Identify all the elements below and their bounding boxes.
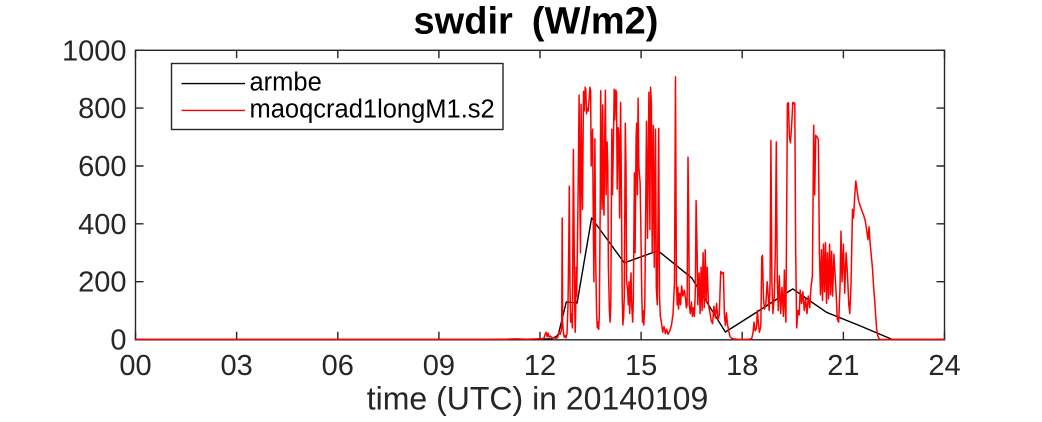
svg-text:24: 24	[928, 350, 960, 382]
svg-text:21: 21	[827, 350, 859, 382]
svg-text:00: 00	[119, 350, 151, 382]
svg-text:1000: 1000	[62, 35, 127, 67]
svg-text:400: 400	[78, 209, 126, 241]
svg-text:armbe: armbe	[250, 69, 322, 97]
svg-text:15: 15	[625, 350, 657, 382]
svg-text:0: 0	[110, 325, 126, 357]
svg-text:swdir (W/m2): swdir (W/m2)	[414, 1, 659, 43]
svg-text:12: 12	[524, 350, 556, 382]
svg-text:800: 800	[78, 93, 126, 125]
svg-text:time (UTC) in 20140109: time (UTC) in 20140109	[367, 381, 708, 417]
svg-text:maoqcrad1longM1.s2: maoqcrad1longM1.s2	[250, 95, 495, 123]
svg-text:200: 200	[78, 267, 126, 299]
svg-text:06: 06	[322, 350, 354, 382]
svg-text:600: 600	[78, 151, 126, 183]
svg-text:03: 03	[220, 350, 252, 382]
svg-text:18: 18	[726, 350, 758, 382]
svg-text:09: 09	[423, 350, 455, 382]
